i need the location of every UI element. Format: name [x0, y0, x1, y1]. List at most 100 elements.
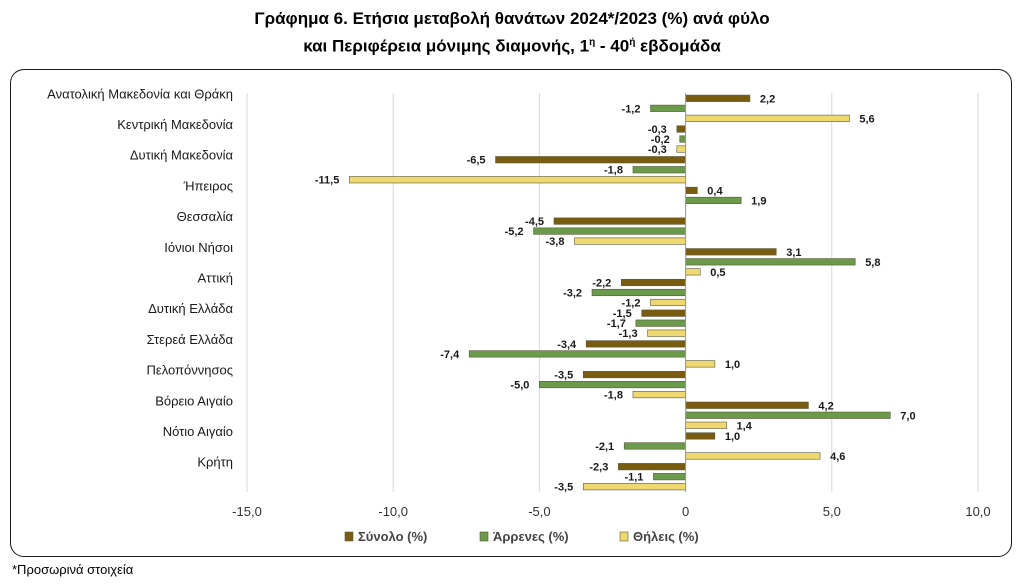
bar [685, 196, 742, 204]
data-label: 1,0 [725, 359, 740, 371]
category-label: Στερεά Ελλάδα [147, 332, 234, 347]
data-label: -11,5 [315, 175, 339, 187]
bar [618, 463, 686, 471]
category-label: Θεσσαλία [177, 209, 234, 224]
category-label: Πελοπόννησος [147, 363, 233, 378]
legend-label: Σύνολο (%) [358, 529, 427, 544]
data-label: -5,0 [510, 380, 529, 392]
category-label: Δυτική Ελλάδα [148, 301, 233, 316]
bar [585, 340, 686, 348]
title-sup-1: η [589, 37, 596, 48]
category-label: Δυτική Μακεδονία [130, 148, 234, 163]
category-label: Βόρειο Αιγαίο [155, 393, 233, 408]
bar [635, 319, 686, 327]
data-label: 0,4 [707, 185, 723, 197]
bar [685, 248, 777, 256]
bar [650, 104, 686, 112]
category-label: Κεντρική Μακεδονία [117, 117, 233, 132]
data-label: -5,2 [505, 226, 524, 238]
data-label: -3,2 [563, 288, 582, 300]
bar [533, 227, 686, 235]
x-tick-label: 0 [682, 504, 689, 519]
data-label: -2,1 [595, 441, 614, 453]
bar [685, 186, 698, 194]
bar [685, 360, 716, 368]
bar [574, 237, 686, 245]
legend-swatch [619, 531, 629, 542]
data-label: 5,8 [865, 257, 880, 269]
category-label: Ήπειρος [183, 178, 233, 193]
data-label: 5,6 [859, 113, 874, 125]
bar [620, 278, 686, 287]
bar [539, 381, 686, 389]
category-label: Ιόνιοι Νήσοι [164, 240, 233, 255]
data-label: -0,3 [648, 144, 667, 156]
legend-swatch [479, 531, 489, 542]
x-tick-label: 10,0 [965, 504, 990, 519]
x-tick-label: -15,0 [232, 504, 262, 519]
chart-title-line2: και Περιφέρεια μόνιμης διαμονής, 1η - 40… [0, 32, 1024, 58]
data-label: -1,1 [624, 472, 643, 484]
bar [468, 350, 686, 358]
data-label: -4,5 [525, 216, 544, 228]
data-label: -2,2 [592, 278, 611, 290]
bar [685, 401, 809, 409]
bar [647, 329, 686, 337]
data-label: 2,2 [760, 93, 775, 105]
bar [582, 483, 686, 491]
data-label: 7,0 [900, 410, 915, 422]
bar [653, 473, 686, 481]
category-label: Νότιο Αιγαίο [163, 424, 233, 439]
bar [650, 298, 686, 307]
bar [685, 452, 821, 460]
data-label: -3,5 [554, 370, 573, 382]
bar [685, 114, 850, 122]
data-label: 3,1 [786, 247, 801, 259]
title-sup-2: ή [629, 37, 636, 48]
data-label: -1,7 [607, 318, 626, 330]
data-label: -3,4 [557, 339, 577, 351]
data-label: -1,2 [622, 103, 641, 115]
data-label: -0,3 [648, 124, 667, 136]
data-label: 0,5 [710, 267, 725, 279]
legend-label: Θήλεις (%) [633, 529, 699, 544]
bar [685, 268, 701, 276]
footnote: *Προσωρινά στοιχεία [12, 562, 134, 577]
chart-title-line1: Γράφημα 6. Ετήσια μεταβολή θανάτων 2024*… [254, 9, 770, 28]
x-tick-label: -5,0 [528, 504, 550, 519]
data-label: -2,3 [589, 462, 608, 474]
x-tick-label: 5,0 [823, 504, 841, 519]
title-line2-main: και Περιφέρεια μόνιμης διαμονής, 1 [303, 36, 590, 56]
category-label: Αττική [197, 271, 233, 286]
bar [679, 135, 686, 143]
data-label: -1,8 [604, 165, 623, 177]
title-line2-mid: - 40 [595, 36, 630, 56]
bar [685, 258, 856, 266]
data-label: 4,6 [830, 451, 845, 463]
category-label: Ανατολική Μακεδονία και Θράκη [47, 86, 233, 101]
bar [685, 421, 727, 429]
data-label: -7,4 [440, 349, 460, 361]
category-label: Κρήτη [197, 455, 233, 470]
bar [553, 217, 686, 225]
bar [349, 176, 686, 184]
data-label: 1,4 [737, 420, 753, 432]
legend-label: Άρρενες (%) [493, 529, 569, 544]
legend-swatch [344, 531, 354, 542]
title-line2-end: εβδομάδα [635, 36, 721, 56]
data-label: -1,8 [604, 390, 623, 402]
data-label: 1,0 [725, 431, 740, 443]
data-label: -3,5 [554, 482, 573, 494]
bar [591, 288, 686, 297]
bar [632, 166, 686, 174]
data-label: -1,2 [622, 298, 641, 310]
bar [676, 125, 686, 133]
bar [495, 156, 686, 164]
bar [685, 94, 751, 102]
data-label: -3,8 [546, 236, 565, 248]
data-label: -1,5 [613, 308, 632, 320]
bar [676, 145, 686, 153]
data-label: 4,2 [818, 400, 833, 412]
data-label: -6,5 [467, 155, 486, 167]
